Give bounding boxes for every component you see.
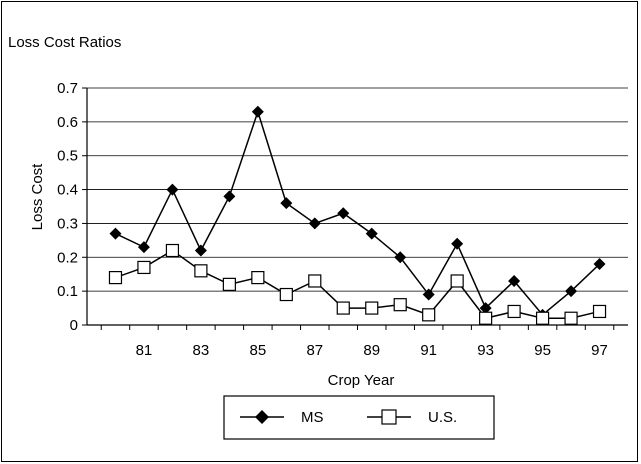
y-tick-label: 0.1 bbox=[57, 283, 78, 300]
data-point bbox=[223, 190, 236, 203]
x-tick-label: 91 bbox=[420, 342, 437, 359]
data-point bbox=[194, 244, 207, 257]
chart-title: Loss Cost Ratios bbox=[8, 34, 122, 51]
data-point bbox=[337, 207, 350, 220]
x-tick-label: 93 bbox=[477, 342, 494, 359]
data-point bbox=[535, 311, 550, 325]
y-tick-label: 0.3 bbox=[57, 215, 78, 232]
x-axis-label: Crop Year bbox=[328, 372, 395, 389]
axes bbox=[86, 88, 628, 326]
data-point bbox=[280, 197, 293, 210]
data-point bbox=[593, 258, 606, 271]
x-tick-label: 81 bbox=[136, 342, 153, 359]
legend-label: U.S. bbox=[428, 409, 457, 426]
data-point bbox=[393, 298, 407, 312]
data-point bbox=[592, 304, 607, 319]
data-point bbox=[222, 277, 236, 291]
data-point bbox=[564, 311, 578, 325]
data-point bbox=[508, 274, 521, 287]
data-point bbox=[251, 105, 264, 118]
legend-label: MS bbox=[301, 409, 324, 426]
data-point bbox=[507, 304, 521, 319]
series-line bbox=[115, 249, 600, 320]
x-tick-label: 83 bbox=[193, 342, 210, 359]
data-point bbox=[422, 308, 436, 322]
data-point bbox=[479, 311, 493, 325]
y-tick-label: 0 bbox=[70, 317, 78, 334]
data-point bbox=[108, 271, 123, 285]
data-point bbox=[451, 237, 464, 250]
y-tick-label: 0.2 bbox=[57, 249, 78, 266]
data-point bbox=[308, 274, 322, 288]
diamond-marker-icon bbox=[255, 410, 269, 424]
data-point bbox=[450, 274, 464, 288]
series-line bbox=[115, 109, 601, 316]
x-tick-label: 95 bbox=[534, 342, 551, 359]
legend-item: U.S. bbox=[367, 409, 457, 426]
data-point bbox=[251, 271, 265, 285]
data-point bbox=[365, 301, 379, 315]
data-point bbox=[336, 301, 350, 315]
data-point bbox=[365, 227, 378, 240]
legend: MS U.S. bbox=[223, 395, 495, 440]
square-marker-icon bbox=[381, 409, 397, 425]
y-tick-label: 0.6 bbox=[57, 114, 78, 131]
y-tick-label: 0.7 bbox=[57, 80, 78, 97]
data-point bbox=[137, 260, 151, 275]
x-tick-label: 85 bbox=[249, 342, 266, 359]
data-point bbox=[194, 264, 208, 278]
data-point bbox=[422, 288, 435, 301]
data-point bbox=[308, 217, 321, 230]
data-point bbox=[109, 227, 122, 240]
y-axis-label: Loss Cost bbox=[29, 163, 46, 231]
data-point bbox=[394, 251, 407, 264]
data-point bbox=[137, 241, 150, 254]
y-tick-label: 0.4 bbox=[57, 182, 78, 199]
x-tick-label: 89 bbox=[363, 342, 380, 359]
series-ms bbox=[109, 105, 606, 321]
data-point bbox=[279, 287, 293, 302]
series-us bbox=[108, 243, 607, 325]
data-point bbox=[166, 183, 179, 196]
legend-item: MS bbox=[240, 409, 324, 426]
y-axis-ticks: 0 0.1 0.2 0.3 0.4 0.5 0.6 0.7 bbox=[57, 80, 87, 334]
data-point bbox=[565, 285, 578, 298]
x-tick-label: 97 bbox=[591, 342, 608, 359]
data-point bbox=[165, 243, 180, 258]
series bbox=[108, 105, 607, 325]
data-point bbox=[479, 302, 492, 315]
y-tick-label: 0.5 bbox=[57, 148, 78, 165]
x-axis-ticks: 81 83 85 87 89 91 93 95 97 bbox=[100, 325, 615, 359]
x-tick-label: 87 bbox=[306, 342, 323, 359]
